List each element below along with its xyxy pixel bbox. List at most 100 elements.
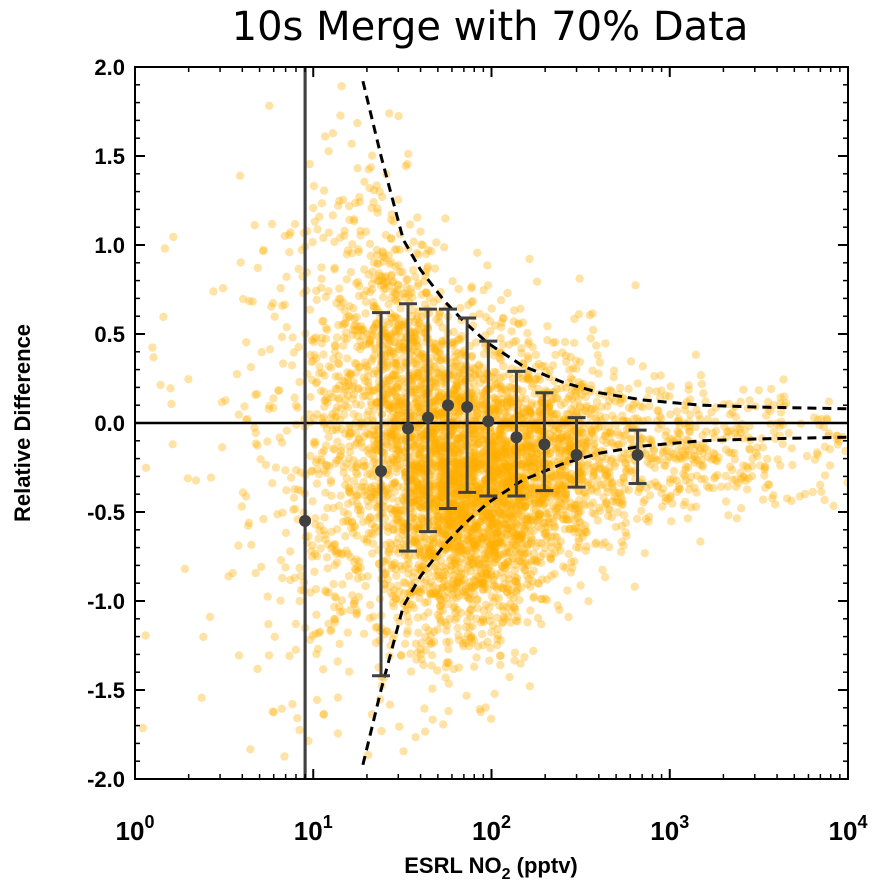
scatter-point: [497, 430, 507, 440]
scatter-point: [415, 318, 424, 327]
scatter-point: [347, 517, 357, 526]
scatter-point: [411, 733, 420, 742]
scatter-point: [571, 387, 581, 396]
scatter-point: [498, 561, 507, 571]
scatter-point: [521, 484, 531, 493]
scatter-point: [349, 528, 358, 538]
scatter-point: [661, 496, 670, 506]
scatter-point: [564, 549, 573, 559]
scatter-point: [502, 476, 512, 486]
scatter-point: [417, 514, 426, 523]
scatter-point: [417, 499, 426, 508]
scatter-point: [354, 435, 364, 445]
scatter-point: [601, 339, 610, 348]
scatter-point: [461, 591, 470, 600]
scatter-point: [381, 540, 390, 550]
scatter-point: [535, 509, 544, 518]
scatter-point: [503, 500, 512, 510]
scatter-point: [453, 473, 462, 483]
scatter-point: [479, 617, 488, 627]
scatter-point: [453, 519, 463, 528]
scatter-point: [759, 495, 768, 504]
scatter-point: [567, 424, 576, 434]
scatter-point: [336, 302, 345, 311]
scatter-point: [280, 300, 289, 309]
scatter-point: [496, 651, 505, 660]
scatter-point: [333, 437, 342, 446]
scatter-point: [372, 181, 381, 190]
scatter-point: [197, 693, 206, 702]
scatter-point: [342, 275, 351, 284]
scatter-point: [250, 423, 259, 432]
scatter-point: [379, 293, 388, 302]
scatter-point: [438, 340, 448, 349]
scatter-point: [504, 340, 514, 349]
scatter-point: [149, 353, 158, 362]
scatter-point: [490, 403, 499, 412]
scatter-point: [390, 487, 399, 496]
scatter-point: [471, 576, 480, 586]
scatter-point: [492, 570, 501, 579]
scatter-point: [396, 396, 405, 406]
scatter-point: [745, 444, 754, 453]
scatter-point: [507, 524, 516, 533]
scatter-point: [394, 446, 403, 455]
scatter-point: [690, 451, 699, 461]
scatter-point: [392, 505, 402, 515]
scatter-point: [520, 481, 530, 490]
scatter-point: [323, 539, 332, 549]
scatter-point: [356, 505, 365, 515]
scatter-point: [409, 337, 418, 347]
scatter-point: [281, 528, 291, 538]
scatter-point: [183, 474, 193, 483]
scatter-point: [429, 509, 439, 518]
scatter-point: [504, 481, 513, 490]
scatter-point: [457, 501, 466, 510]
scatter-point: [726, 426, 735, 435]
scatter-point: [433, 396, 443, 406]
scatter-point: [432, 238, 441, 247]
scatter-point: [580, 489, 590, 498]
scatter-point: [341, 532, 350, 541]
scatter-point: [369, 301, 378, 310]
scatter-point: [428, 495, 437, 504]
scatter-point: [624, 485, 633, 495]
scatter-point: [560, 454, 569, 463]
scatter-point: [546, 554, 556, 564]
scatter-point: [326, 413, 336, 422]
scatter-point: [338, 580, 347, 589]
scatter-point: [290, 485, 299, 494]
scatter-point: [491, 478, 500, 488]
scatter-point: [471, 463, 480, 472]
scatter-point: [644, 517, 653, 526]
scatter-point: [514, 530, 523, 539]
scatter-point: [816, 480, 825, 489]
scatter-point: [306, 392, 315, 402]
scatter-point: [523, 548, 532, 558]
scatter-point: [383, 555, 392, 564]
scatter-point: [429, 424, 439, 433]
scatter-point: [508, 483, 517, 493]
scatter-point: [588, 498, 598, 507]
scatter-point: [428, 499, 438, 508]
scatter-point: [672, 476, 681, 485]
scatter-point: [404, 149, 413, 159]
scatter-point: [580, 525, 589, 534]
scatter-point: [527, 401, 536, 410]
scatter-point: [467, 429, 477, 438]
scatter-point: [418, 562, 428, 571]
scatter-point: [537, 620, 546, 629]
scatter-point: [443, 599, 452, 609]
scatter-point: [550, 433, 559, 442]
scatter-point: [472, 614, 481, 623]
scatter-point: [426, 639, 435, 648]
scatter-point: [454, 434, 463, 443]
scatter-point: [579, 487, 589, 496]
scatter-point: [499, 457, 508, 467]
scatter-point: [333, 384, 342, 394]
scatter-point: [427, 553, 436, 562]
scatter-point: [394, 342, 403, 351]
scatter-point: [521, 443, 530, 453]
scatter-point: [499, 563, 508, 573]
scatter-point: [257, 348, 266, 357]
